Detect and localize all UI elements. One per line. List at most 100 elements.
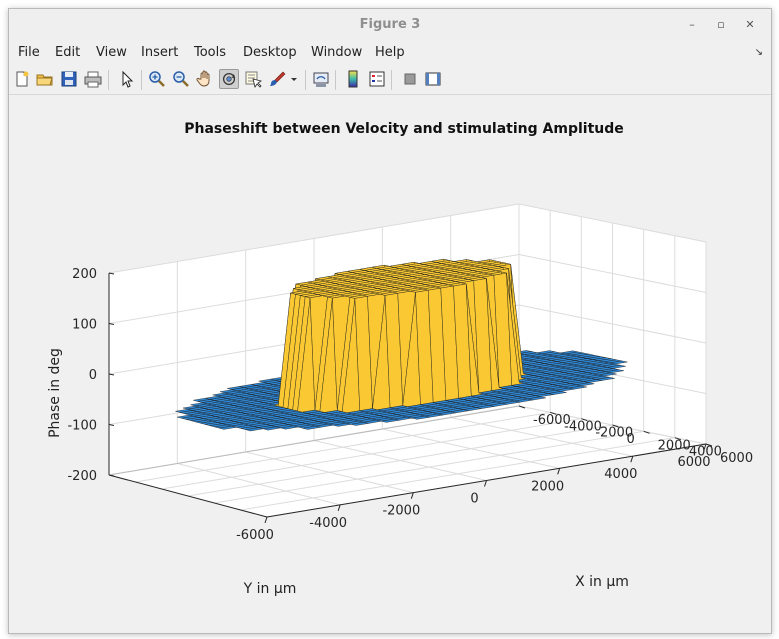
wall-gridline-z <box>518 254 707 293</box>
axis-edge <box>108 405 520 476</box>
toolbar-separator <box>335 70 336 90</box>
z-tick-label: 200 <box>72 267 97 282</box>
menu-bar: File Edit View Insert Tools Desktop Wind… <box>9 43 771 63</box>
x-tick-mark <box>518 405 526 409</box>
floor-gridline-y <box>177 463 341 506</box>
insert-colorbar-icon[interactable] <box>343 69 363 89</box>
brush-dropdown-icon[interactable] <box>289 69 299 89</box>
x-axis-label: X in µm <box>575 574 629 590</box>
surface-patch <box>598 372 617 377</box>
link-plot-icon[interactable] <box>311 69 331 89</box>
axis-ticks: 200 100 0 -100 -200 -6000 -4000 -2000 0 2000 4000 6… <box>67 267 753 543</box>
axes-floor <box>109 406 706 517</box>
x-tick-label: -6000 <box>533 413 571 428</box>
y-tick-label: 2000 <box>531 479 564 494</box>
menu-edit[interactable]: Edit <box>55 45 81 60</box>
x-tick-mark <box>674 437 681 441</box>
axis-edge <box>108 474 268 518</box>
surface-patch <box>605 369 624 374</box>
z-tick-mark <box>108 474 115 477</box>
floor-gridline-y <box>450 417 633 457</box>
menubar-dock-arrow-icon[interactable]: ↘ <box>754 47 763 58</box>
minimize-button[interactable]: – <box>689 18 695 31</box>
surface-patch <box>607 364 626 369</box>
y-tick-label: -2000 <box>382 504 420 519</box>
y-tick-label: 6000 <box>677 455 710 470</box>
chart-title: Phaseshift between Velocity and stimulat… <box>184 121 624 137</box>
x-tick-label: 6000 <box>720 451 753 466</box>
brush-icon[interactable] <box>267 69 287 89</box>
surface-mesh <box>175 258 628 432</box>
open-file-icon[interactable] <box>35 69 55 89</box>
zoom-out-icon[interactable] <box>171 69 191 89</box>
data-cursor-icon[interactable] <box>243 69 263 89</box>
z-tick-label: 0 <box>89 368 97 383</box>
hide-plot-tools-icon[interactable] <box>400 69 420 89</box>
surface-patch <box>609 360 628 365</box>
z-tick-label: -100 <box>67 419 97 434</box>
figure-toolbar <box>9 66 771 95</box>
menu-help[interactable]: Help <box>375 45 405 60</box>
print-figure-icon[interactable] <box>83 69 103 89</box>
menu-window[interactable]: Window <box>311 45 363 60</box>
wall-gridline-z <box>518 203 707 243</box>
x-tick-mark <box>705 443 713 447</box>
z-tick-mark <box>108 424 115 426</box>
y-tick-mark <box>410 492 414 499</box>
new-figure-icon[interactable] <box>12 69 32 89</box>
z-axis-label: Phase in deg <box>47 348 63 438</box>
wall-gridline-z <box>108 203 520 274</box>
y-tick-mark <box>264 516 268 524</box>
menu-desktop[interactable]: Desktop <box>243 45 297 60</box>
x-tick-mark <box>612 424 619 428</box>
surface-patch <box>596 376 615 381</box>
save-figure-icon[interactable] <box>59 69 79 89</box>
title-bar[interactable]: Figure 3 – ▫ ✕ <box>9 9 771 41</box>
x-tick-mark <box>581 418 588 422</box>
y-tick-label: 4000 <box>604 467 637 482</box>
floor-gridline-y <box>382 428 560 469</box>
edit-plot-arrow-icon[interactable] <box>117 69 137 89</box>
z-tick-mark <box>108 323 115 325</box>
x-tick-label: 2000 <box>658 438 691 453</box>
surface-plot[interactable]: Phaseshift between Velocity and stimulat… <box>9 95 771 633</box>
toolbar-separator <box>141 70 142 90</box>
y-tick-label: -6000 <box>236 528 274 543</box>
z-tick-label: 100 <box>72 318 97 333</box>
window-title: Figure 3 <box>359 17 421 32</box>
z-tick-mark <box>108 373 115 376</box>
x-tick-mark <box>643 430 650 434</box>
z-tick-mark <box>108 272 115 275</box>
y-tick-mark <box>630 456 634 463</box>
menu-tools[interactable]: Tools <box>194 45 227 60</box>
x-tick-mark <box>550 411 557 415</box>
maximize-button[interactable]: ▫ <box>717 18 725 31</box>
zoom-in-icon[interactable] <box>147 69 167 89</box>
z-tick-label: -200 <box>67 469 97 484</box>
insert-legend-icon[interactable] <box>367 69 387 89</box>
y-tick-mark <box>484 480 487 487</box>
toolbar-separator <box>391 70 392 90</box>
y-tick-label: -4000 <box>309 516 347 531</box>
rotate-3d-icon[interactable] <box>219 69 239 89</box>
y-tick-mark <box>337 504 341 511</box>
show-plot-tools-icon[interactable] <box>423 69 443 89</box>
wall-gridline-z <box>518 304 707 344</box>
toolbar-separator <box>305 70 306 90</box>
figure-canvas[interactable]: Phaseshift between Velocity and stimulat… <box>9 95 771 633</box>
y-tick-mark <box>703 443 707 451</box>
surface-patch <box>568 385 587 390</box>
pan-hand-icon[interactable] <box>195 69 215 89</box>
y-tick-mark <box>557 468 561 475</box>
surface-patch <box>576 382 595 387</box>
toolbar-separator <box>108 70 109 90</box>
menu-view[interactable]: View <box>96 45 127 60</box>
y-tick-label: 0 <box>470 492 478 507</box>
floor-gridline-y <box>245 451 414 494</box>
x-tick-label: 0 <box>627 432 635 447</box>
menu-insert[interactable]: Insert <box>141 45 179 60</box>
y-axis-label: Y in µm <box>243 581 297 597</box>
close-button[interactable]: ✕ <box>745 18 755 31</box>
floor-gridline-y <box>313 440 487 481</box>
menu-file[interactable]: File <box>18 45 40 60</box>
